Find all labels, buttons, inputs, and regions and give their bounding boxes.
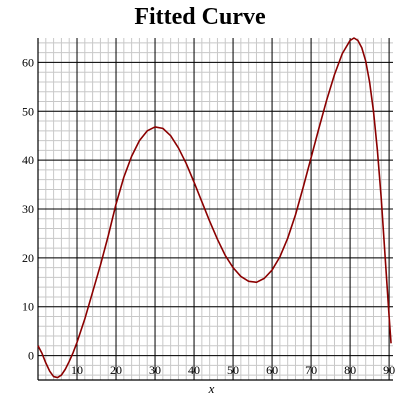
y-tick-label: 60	[22, 55, 34, 69]
x-tick-label: 90	[383, 363, 395, 377]
x-tick-label: 10	[71, 363, 83, 377]
major-grid	[38, 38, 393, 380]
x-tick-label: 30	[149, 363, 161, 377]
y-tick-label: 40	[22, 153, 34, 167]
x-tick-label: 50	[227, 363, 239, 377]
x-axis-label: x	[208, 381, 215, 396]
y-tick-label: 0	[28, 349, 34, 363]
x-tick-label: 70	[305, 363, 317, 377]
x-tick-label: 60	[266, 363, 278, 377]
x-tick-label: 80	[344, 363, 356, 377]
chart-title: Fitted Curve	[134, 4, 266, 30]
tick-labels: 10 20 30 40 50 60 70 80 90 0 10 20 30 40 50 60	[22, 55, 395, 377]
y-tick-label: 30	[22, 202, 34, 216]
series-group	[37, 37, 392, 379]
y-tick-label: 50	[22, 104, 34, 118]
axes	[37, 38, 393, 381]
y-tick-label: 10	[22, 300, 34, 314]
x-tick-label: 40	[188, 363, 200, 377]
x-tick-label: 20	[110, 363, 122, 377]
fitted-curve-line	[37, 37, 392, 379]
y-tick-label: 20	[22, 251, 34, 265]
